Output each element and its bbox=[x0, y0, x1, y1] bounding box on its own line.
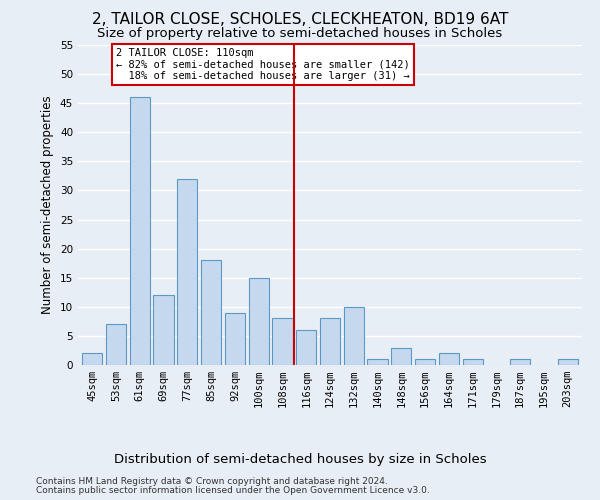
Text: 2, TAILOR CLOSE, SCHOLES, CLECKHEATON, BD19 6AT: 2, TAILOR CLOSE, SCHOLES, CLECKHEATON, B… bbox=[92, 12, 508, 28]
Bar bbox=[154, 295, 173, 365]
Bar bbox=[296, 330, 316, 365]
Text: 2 TAILOR CLOSE: 110sqm
← 82% of semi-detached houses are smaller (142)
  18% of : 2 TAILOR CLOSE: 110sqm ← 82% of semi-det… bbox=[116, 48, 410, 81]
Bar bbox=[82, 354, 103, 365]
Text: Size of property relative to semi-detached houses in Scholes: Size of property relative to semi-detach… bbox=[97, 28, 503, 40]
Bar bbox=[225, 312, 245, 365]
Text: Distribution of semi-detached houses by size in Scholes: Distribution of semi-detached houses by … bbox=[113, 452, 487, 466]
Bar bbox=[367, 359, 388, 365]
Bar bbox=[201, 260, 221, 365]
Bar bbox=[415, 359, 435, 365]
Bar bbox=[320, 318, 340, 365]
Text: Contains public sector information licensed under the Open Government Licence v3: Contains public sector information licen… bbox=[36, 486, 430, 495]
Bar bbox=[248, 278, 269, 365]
Bar bbox=[130, 98, 150, 365]
Bar bbox=[344, 307, 364, 365]
Y-axis label: Number of semi-detached properties: Number of semi-detached properties bbox=[41, 96, 55, 314]
Bar bbox=[439, 354, 459, 365]
Bar bbox=[463, 359, 483, 365]
Bar bbox=[106, 324, 126, 365]
Bar bbox=[177, 179, 197, 365]
Text: Contains HM Land Registry data © Crown copyright and database right 2024.: Contains HM Land Registry data © Crown c… bbox=[36, 477, 388, 486]
Bar bbox=[272, 318, 293, 365]
Bar bbox=[391, 348, 412, 365]
Bar bbox=[557, 359, 578, 365]
Bar bbox=[510, 359, 530, 365]
